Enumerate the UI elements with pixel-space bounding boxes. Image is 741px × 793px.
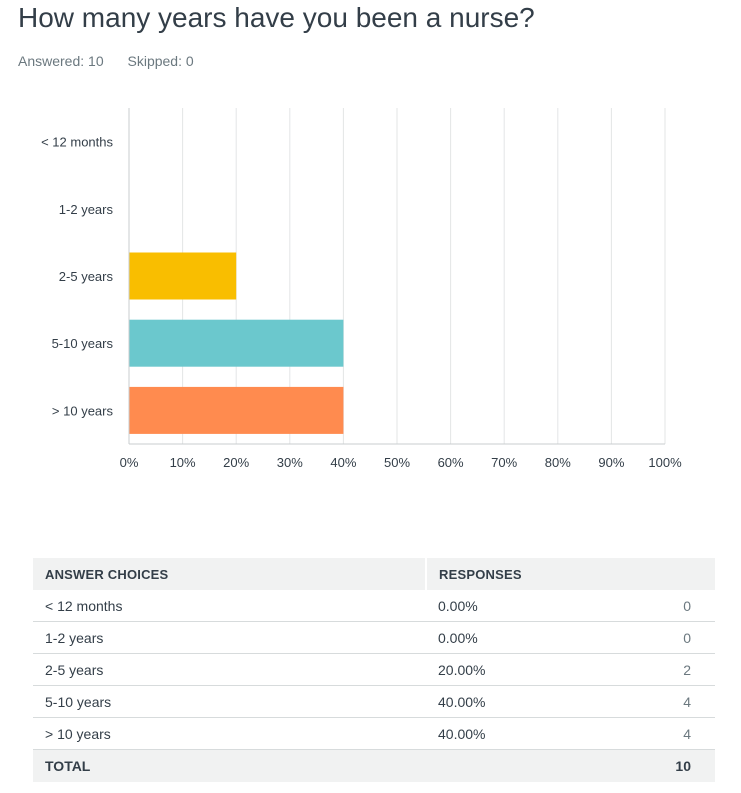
percent-cell: 0.00% [426,621,643,654]
table-header-row: ANSWER CHOICES RESPONSES [33,558,715,590]
x-tick-label: 70% [491,455,517,470]
response-summary: Answered: 10 Skipped: 0 [18,53,194,69]
table-row: 5-10 years 40.00% 4 [33,685,715,718]
count-cell: 4 [643,685,715,718]
percent-cell: 0.00% [426,590,643,622]
category-label: < 12 months [41,135,113,150]
category-label: 5-10 years [52,336,114,351]
count-cell: 0 [643,590,715,622]
responses-header: RESPONSES [425,558,643,590]
category-label: > 10 years [52,403,114,418]
bar-2 [129,252,237,300]
skipped-count: Skipped: 0 [127,53,194,69]
table-row: < 12 months 0.00% 0 [33,590,715,622]
bar-3 [129,319,344,367]
x-tick-label: 0% [120,455,139,470]
choice-cell: 5-10 years [33,685,426,718]
bar-chart: 0% 10% 20% 30% 40% 50% 60% 70% 80% 90% 100% < 12 mo… [41,108,682,470]
chart-labels: 0% 10% 20% 30% 40% 50% 60% 70% 80% 90% 100% < 12 mo… [41,135,682,470]
answer-choices-header: ANSWER CHOICES [33,558,426,590]
choice-cell: > 10 years [33,717,426,750]
percent-cell: 20.00% [426,653,643,686]
x-tick-label: 30% [277,455,303,470]
percent-cell: 40.00% [426,717,643,750]
bar-4 [129,386,344,434]
total-label: TOTAL [33,749,426,782]
chart-bars [129,252,344,434]
count-header [643,558,715,590]
choice-cell: < 12 months [33,590,426,622]
total-spacer [426,749,643,782]
percent-cell: 40.00% [426,685,643,718]
x-tick-label: 60% [438,455,464,470]
count-cell: 4 [643,717,715,750]
choice-cell: 1-2 years [33,621,426,654]
x-tick-label: 100% [648,455,682,470]
chart-axes [128,108,665,445]
answered-count: Answered: 10 [18,53,104,69]
table-row: 1-2 years 0.00% 0 [33,621,715,654]
total-count: 10 [643,749,715,782]
x-tick-label: 90% [598,455,624,470]
x-tick-label: 80% [545,455,571,470]
count-cell: 2 [643,653,715,686]
count-cell: 0 [643,621,715,654]
x-tick-label: 40% [330,455,356,470]
choice-cell: 2-5 years [33,653,426,686]
category-label: 2-5 years [59,269,114,284]
category-label: 1-2 years [59,202,114,217]
x-tick-label: 10% [170,455,196,470]
table-row: > 10 years 40.00% 4 [33,717,715,750]
x-tick-label: 20% [223,455,249,470]
total-row: TOTAL 10 [33,749,715,782]
results-table: ANSWER CHOICES RESPONSES < 12 months 0.0… [33,558,715,782]
x-tick-label: 50% [384,455,410,470]
question-title: How many years have you been a nurse? [18,2,535,33]
table-row: 2-5 years 20.00% 2 [33,653,715,686]
